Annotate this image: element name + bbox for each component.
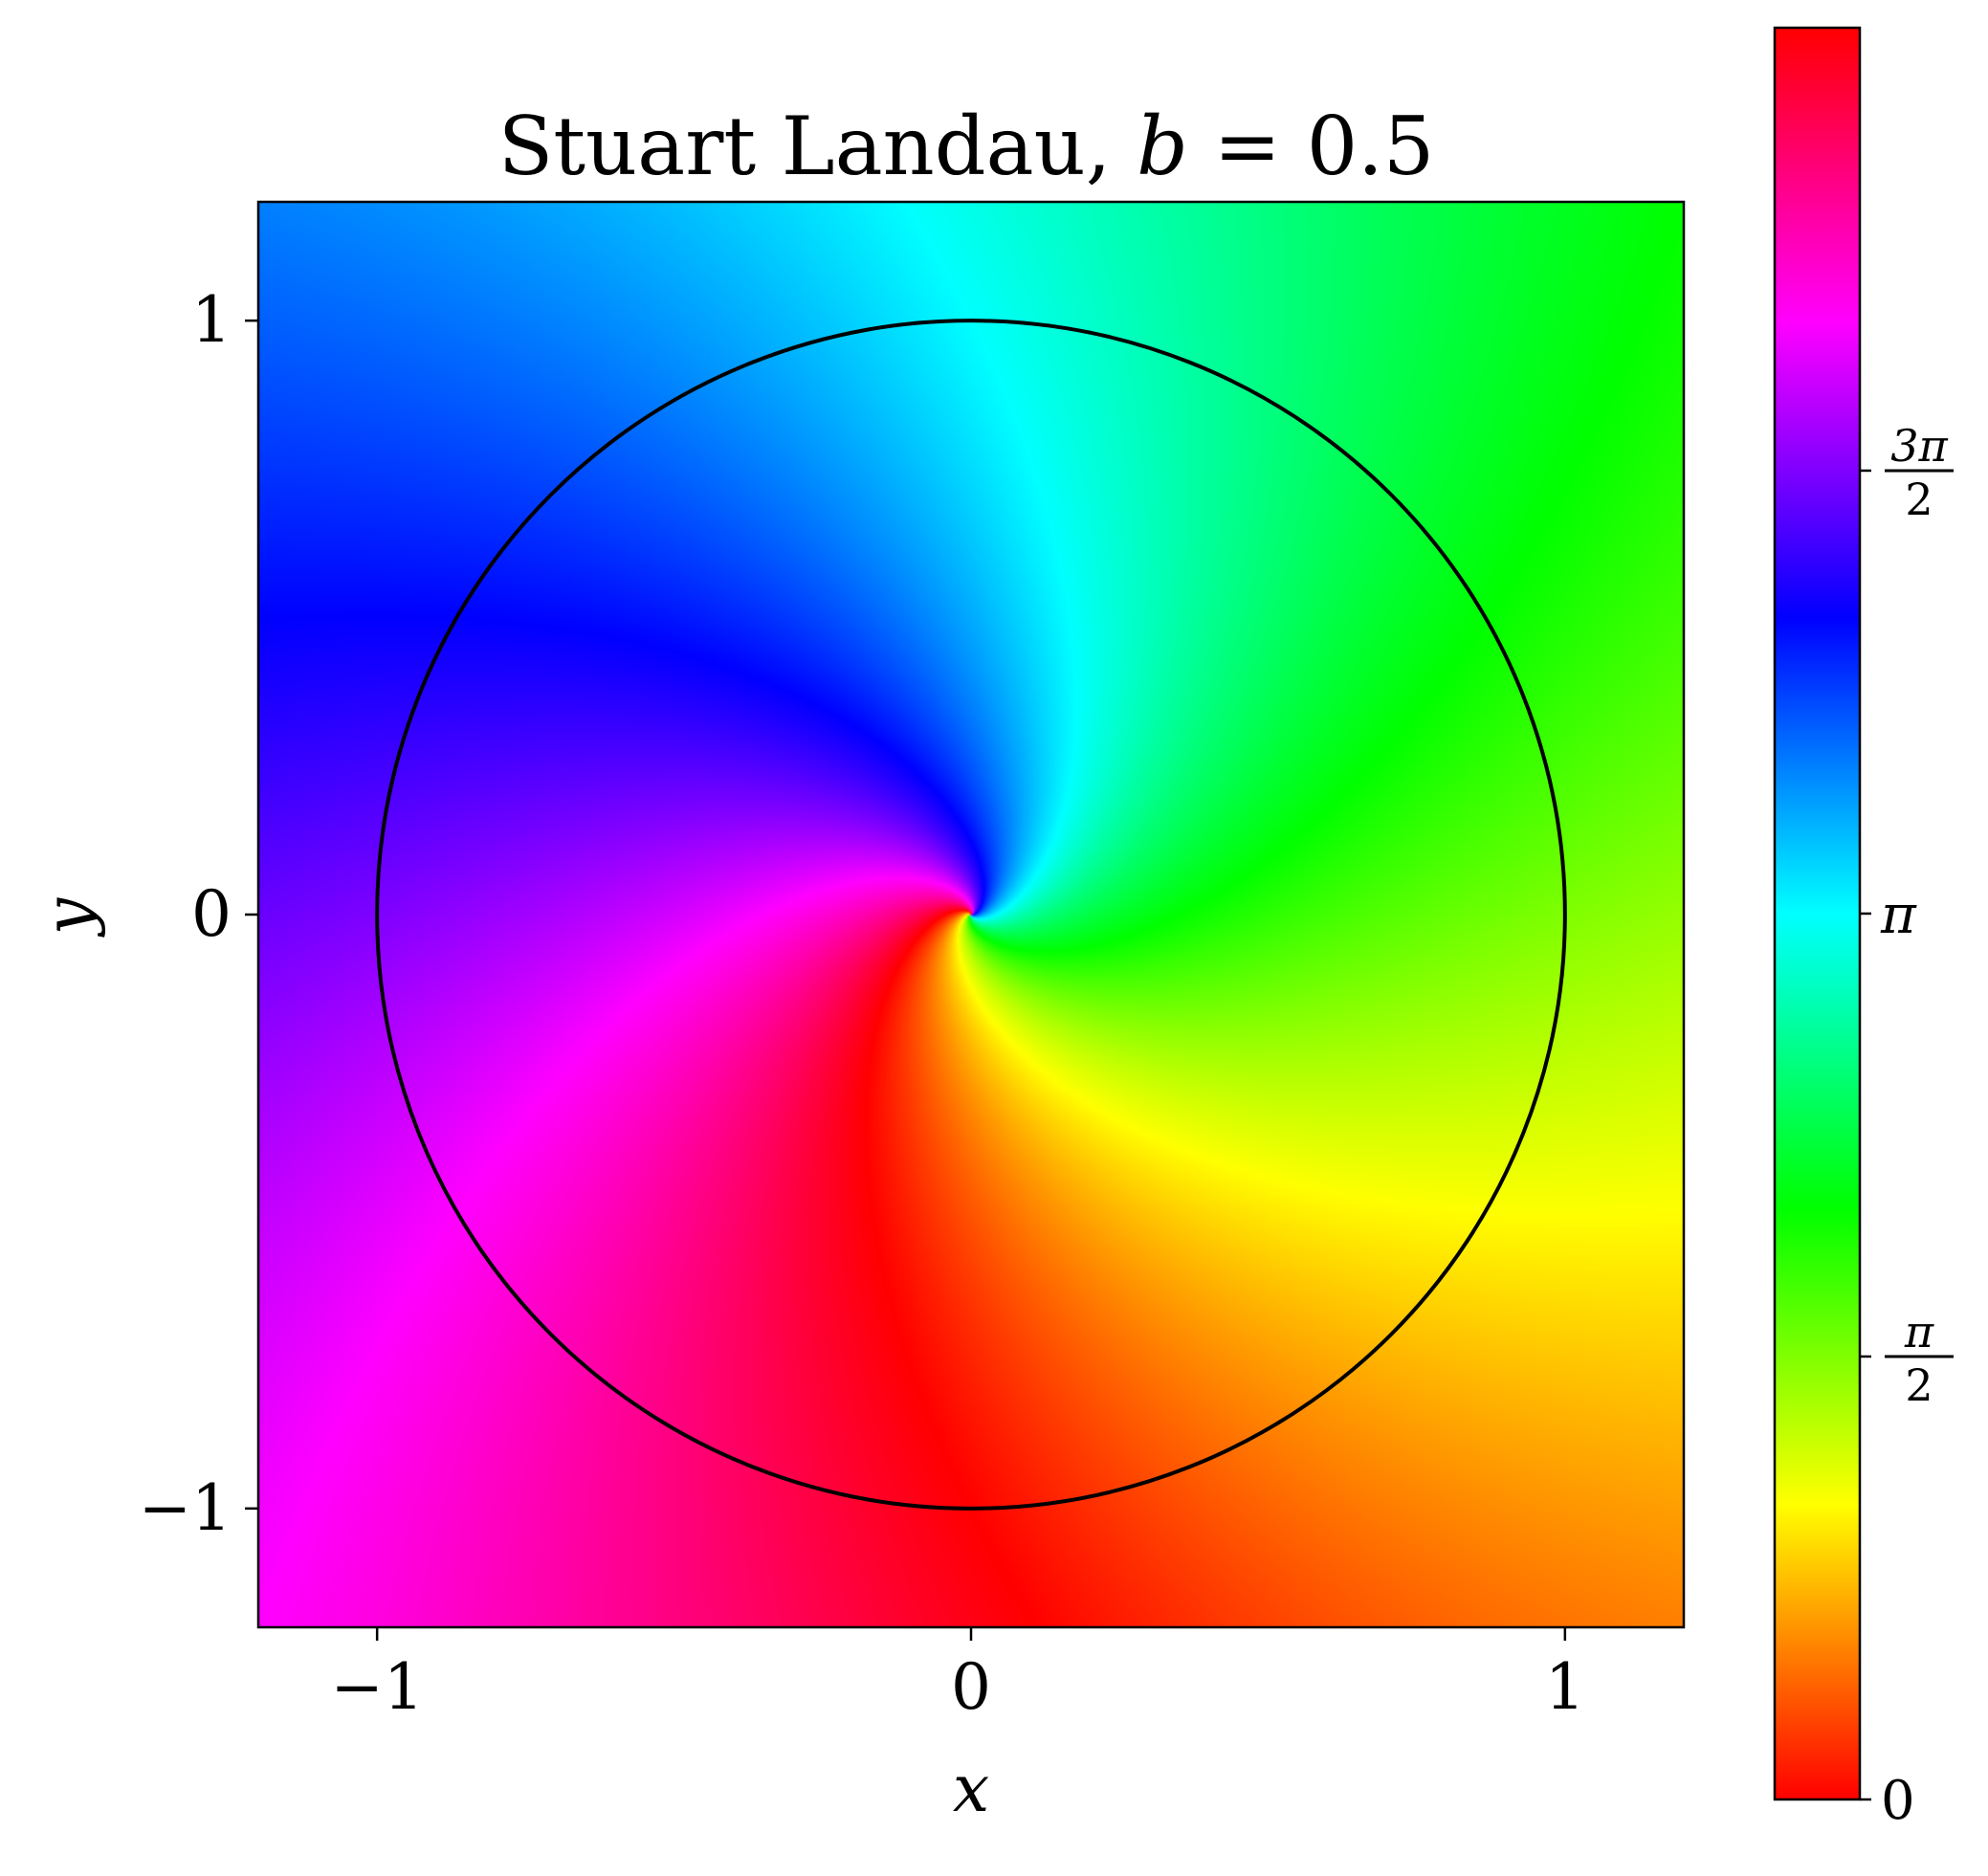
colorbar [1775,28,1860,1799]
colorbar-tick-denominator: 2 [1905,474,1933,525]
colorbar-tick-denominator: 2 [1905,1359,1933,1411]
colorbar-tick-label: 0 [1881,1770,1915,1832]
plot-area [258,202,1684,1627]
colorbar-tick-numerator: π [1904,1306,1934,1357]
x-tick-label: 1 [1545,1650,1585,1724]
y-tick-label: 1 [191,283,232,357]
colorbar-tick-numerator: 3π [1890,420,1948,472]
chart-title: Stuart Landau, b = 0.5 [498,99,1435,193]
x-axis-label: x [953,1752,989,1827]
y-tick-label: 0 [191,877,232,951]
y-axis-ticks: 1 0 −1 [139,283,258,1545]
y-axis-label: y [32,896,107,938]
limit-cycle-circle [375,319,1567,1511]
phase-heatmap [258,202,1684,1627]
x-axis-ticks: −1 0 1 [331,1627,1585,1724]
y-tick-label: −1 [139,1471,232,1545]
colorbar-tick-label: π [1880,884,1917,946]
x-tick-label: 0 [951,1650,991,1724]
x-tick-label: −1 [331,1650,424,1724]
